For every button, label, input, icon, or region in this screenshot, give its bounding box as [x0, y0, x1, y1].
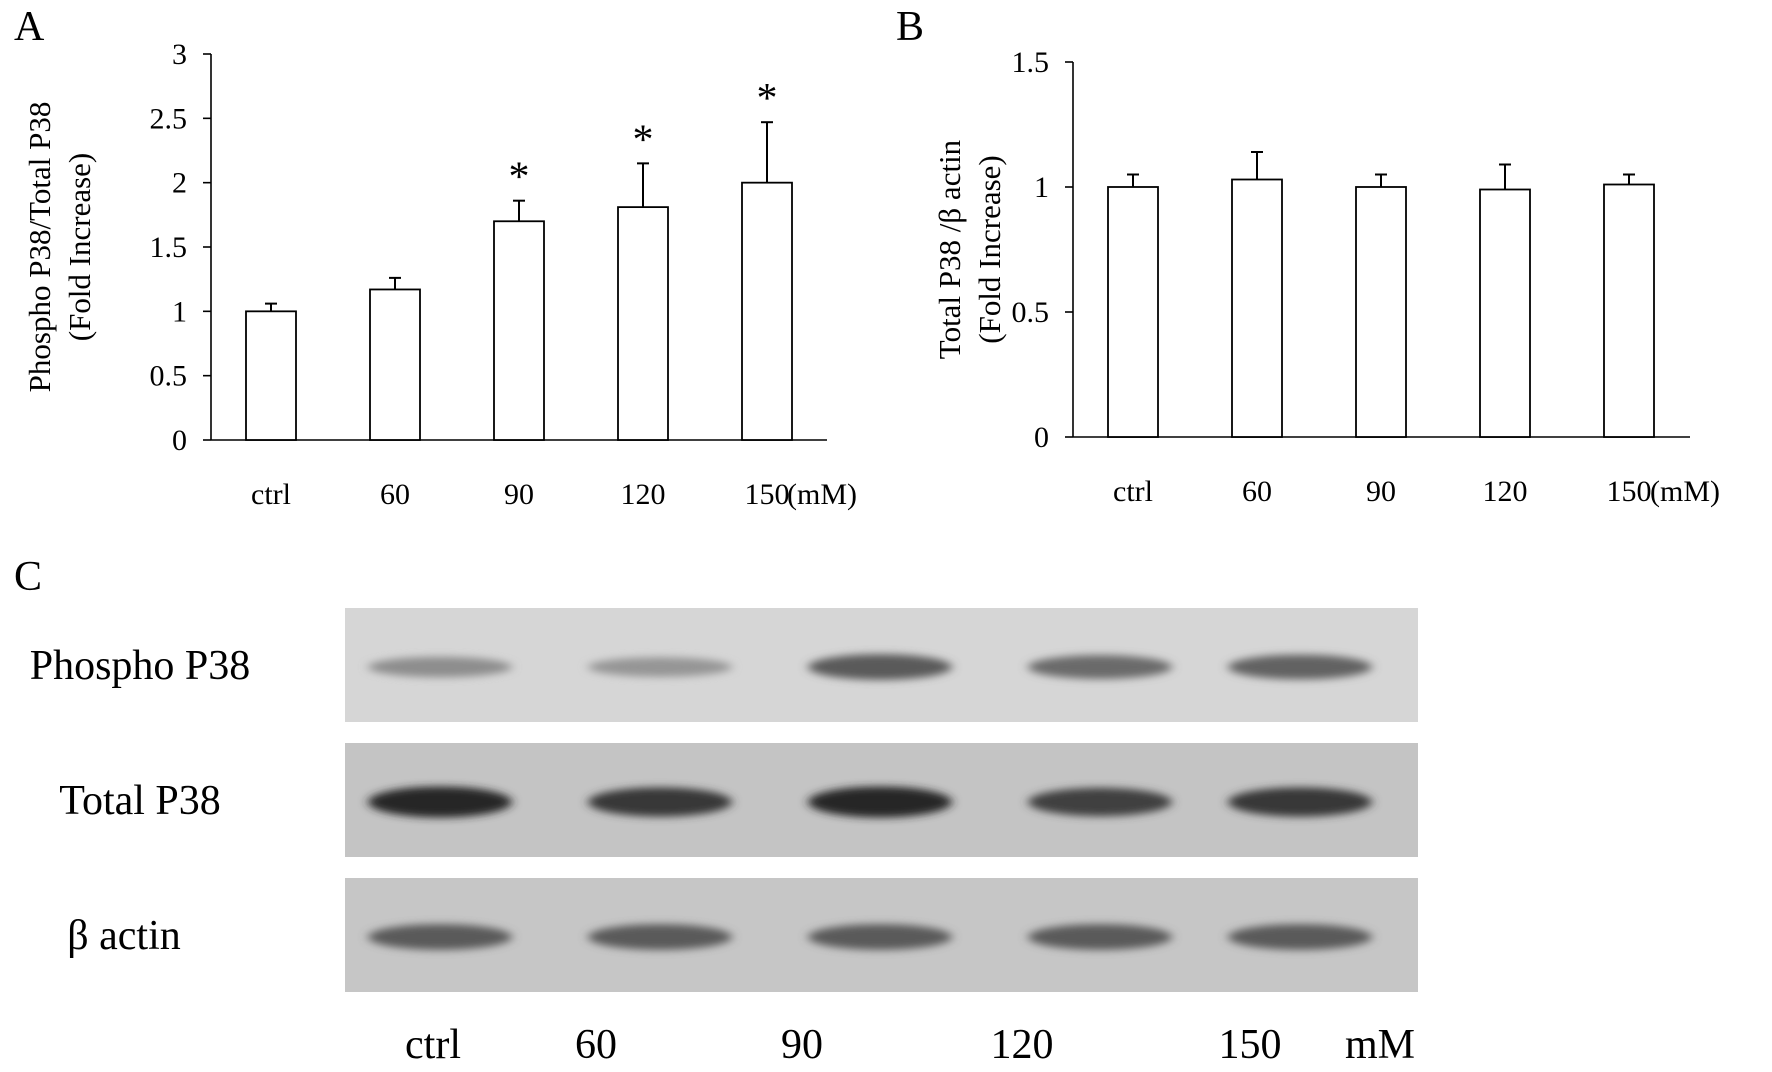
- y-tick-label: 1: [172, 295, 187, 328]
- blot-row-label: Total P38: [59, 778, 221, 824]
- y-tick-label: 3: [172, 38, 187, 71]
- bar: [369, 288, 421, 441]
- y-tick-label: 0: [1034, 421, 1049, 454]
- chart-b: 0 0.5 1 1.5 ctrl 60 90 120 150(mM) Total P38 /β a…: [932, 46, 1720, 508]
- x-tick-label: 120: [621, 478, 666, 511]
- blot-band: [1228, 787, 1372, 817]
- x-tick-label: ctrl: [1113, 475, 1153, 508]
- blot-band: [808, 786, 952, 818]
- blot-band: [1028, 924, 1172, 950]
- y-axis-subtitle: (Fold Increase): [62, 153, 97, 342]
- y-axis-title: Total P38 /β actin: [932, 139, 967, 359]
- bar: [245, 310, 297, 441]
- bar: [741, 181, 793, 441]
- blot-lane-label: 120: [991, 1022, 1054, 1068]
- blot-band: [368, 656, 512, 678]
- significance-star: *: [757, 76, 778, 122]
- y-tick-label: 1.5: [150, 231, 188, 264]
- x-tick-label: 60: [380, 478, 410, 511]
- y-tick-label: 2: [172, 167, 187, 200]
- y-tick-label: 1.5: [1012, 46, 1050, 79]
- x-tick-label: 90: [504, 478, 534, 511]
- x-unit-label: (mM): [787, 478, 857, 511]
- blot-band: [588, 924, 732, 950]
- panel-label-b: B: [896, 4, 924, 50]
- blot-band: [1028, 787, 1172, 817]
- blot-band: [368, 786, 512, 818]
- bar: [1231, 178, 1283, 438]
- bar: [1479, 188, 1531, 438]
- blot-lane-label: ctrl: [405, 1022, 461, 1068]
- y-tick-label: 0.5: [1012, 296, 1050, 329]
- y-tick-label: 2.5: [150, 102, 188, 135]
- bar: [493, 220, 545, 441]
- blot-unit-label: mM: [1345, 1022, 1415, 1068]
- x-tick-label: ctrl: [251, 478, 291, 511]
- bar: [1603, 183, 1655, 438]
- blot-band: [808, 654, 952, 680]
- blot-band: [1028, 655, 1172, 679]
- y-tick-label: 0: [172, 424, 187, 457]
- blot-lane-label: 60: [575, 1022, 617, 1068]
- bar: [1107, 186, 1159, 438]
- x-tick-label: 120: [1483, 475, 1528, 508]
- bar: [1355, 186, 1407, 438]
- y-axis-subtitle: (Fold Increase): [972, 155, 1007, 344]
- blot-band: [368, 924, 512, 950]
- blot-band: [588, 787, 732, 817]
- blot-lane-label: 90: [781, 1022, 823, 1068]
- x-tick-label: 150: [745, 478, 790, 511]
- x-tick-label: 150: [1607, 475, 1652, 508]
- western-blot: Phospho P38 Total P38 β actin ctrl 60 90 120 15…: [30, 608, 1418, 1068]
- blot-band: [808, 924, 952, 950]
- blot-band: [1228, 924, 1372, 950]
- y-tick-label: 1: [1034, 171, 1049, 204]
- y-tick-label: 0.5: [150, 360, 188, 393]
- blot-band: [1228, 654, 1372, 680]
- y-axis-title: Phospho P38/Total P38: [22, 102, 57, 393]
- blot-row-label: β actin: [67, 913, 181, 959]
- blot-band: [588, 657, 732, 677]
- blot-lane-label: 150: [1219, 1022, 1282, 1068]
- panel-label-c: C: [14, 554, 42, 600]
- chart-a: 0 0.5 1 1.5 2 2.5 3 ctrl 60 * 90 * 120 * 150(mM) Phosph…: [22, 38, 857, 511]
- bar: [617, 206, 669, 441]
- x-tick-label: 90: [1366, 475, 1396, 508]
- x-unit-label: (mM): [1650, 475, 1720, 508]
- significance-star: *: [509, 155, 530, 201]
- panel-label-a: A: [14, 4, 45, 50]
- x-tick-label: 60: [1242, 475, 1272, 508]
- significance-star: *: [633, 117, 654, 163]
- blot-row-label: Phospho P38: [30, 643, 251, 689]
